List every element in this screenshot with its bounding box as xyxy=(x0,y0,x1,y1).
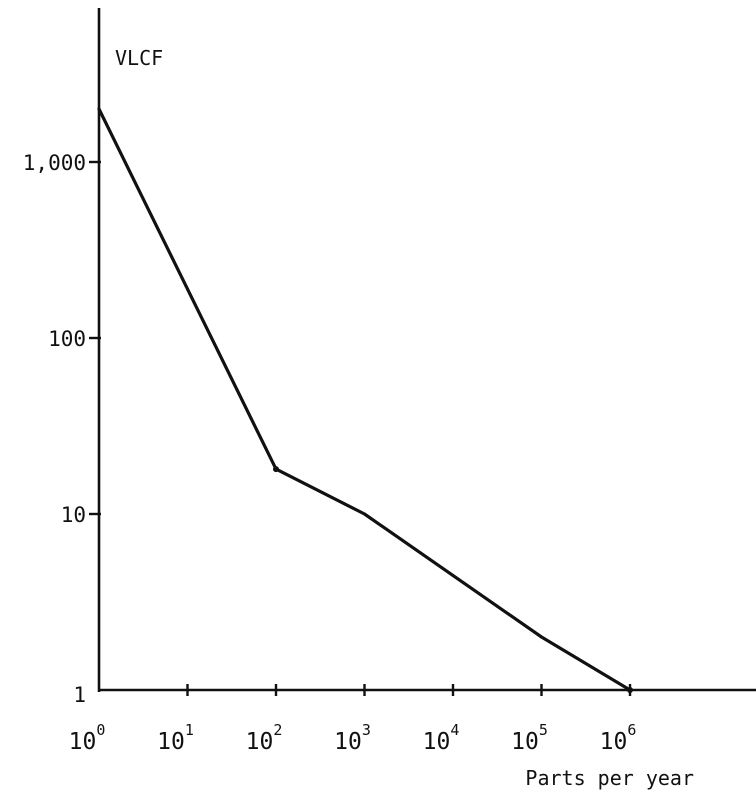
x-tick-base: 10 xyxy=(69,729,97,755)
x-tick-exponent: 2 xyxy=(273,721,282,739)
x-axis-title: Parts per year xyxy=(525,766,694,790)
data-point xyxy=(273,466,279,473)
x-tick-base: 10 xyxy=(423,729,451,755)
x-tick-base: 10 xyxy=(334,729,362,755)
data-point xyxy=(627,687,633,693)
x-tick-label: 106 xyxy=(600,721,637,755)
x-tick-exponent: 3 xyxy=(362,721,371,739)
y-axis-title: VLCF xyxy=(115,46,163,70)
series-line xyxy=(97,107,632,692)
series-group xyxy=(97,107,633,693)
x-tick-base: 10 xyxy=(600,729,628,755)
x-tick-label: 105 xyxy=(511,721,548,755)
y-tick-label: 10 xyxy=(61,503,86,527)
y-tick-label: 1 xyxy=(73,683,86,707)
x-tick-label: 103 xyxy=(334,721,371,755)
x-tick-base: 10 xyxy=(246,729,274,755)
y-tick-label: 1,000 xyxy=(23,151,86,175)
x-tick-label: 100 xyxy=(69,721,106,755)
x-tick-exponent: 5 xyxy=(539,721,548,739)
x-tick-exponent: 1 xyxy=(185,721,194,739)
x-tick-exponent: 6 xyxy=(627,721,636,739)
x-tick-base: 10 xyxy=(511,729,539,755)
x-tick-exponent: 4 xyxy=(450,721,459,739)
y-tick-label: 100 xyxy=(48,327,86,351)
x-tick-label: 102 xyxy=(246,721,283,755)
x-tick-exponent: 0 xyxy=(96,721,105,739)
x-tick-label: 101 xyxy=(157,721,194,755)
x-tick-base: 10 xyxy=(157,729,185,755)
x-tick-label: 104 xyxy=(423,721,460,755)
